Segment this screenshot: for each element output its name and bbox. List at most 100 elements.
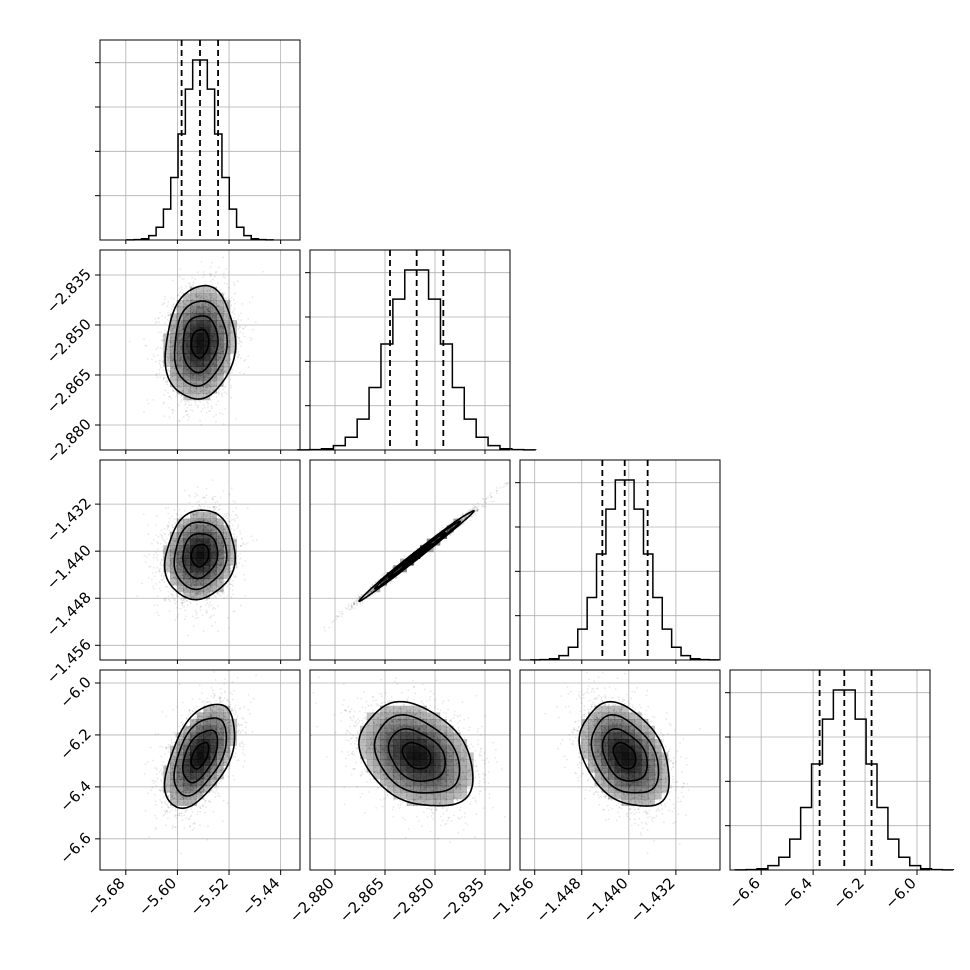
scatter-point [162,539,165,541]
scatter-point [213,368,215,371]
scatter-point [181,277,183,280]
scatter-point [196,593,198,595]
scatter-point [187,580,190,583]
density-cell [223,306,231,314]
scatter-point [221,539,224,541]
scatter-point [195,512,198,514]
scatter-point [249,301,251,304]
scatter-point [184,373,187,376]
scatter-point [186,520,189,523]
density-cell [196,340,204,347]
scatter-point [177,376,179,378]
scatter-point [202,496,205,499]
scatter-point [210,529,213,532]
scatter-point [179,567,182,569]
scatter-point [227,626,230,629]
scatter-point [172,552,175,555]
scatter-point [225,392,228,395]
scatter-point [219,319,222,321]
scatter-point [232,368,234,371]
scatter-point [225,514,228,517]
scatter-point [221,566,224,569]
scatter-point [171,387,174,390]
scatter-point [202,387,205,389]
scatter-point [190,291,192,293]
scatter-point [228,520,231,523]
scatter-point [169,559,172,562]
scatter-point [168,598,170,601]
scatter-point [179,275,181,278]
scatter-point [196,501,199,504]
scatter-point [197,302,200,305]
scatter-point [216,630,219,633]
scatter-point [228,559,230,562]
scatter-point [219,576,222,579]
scatter-point [237,353,240,356]
scatter-point [217,605,219,607]
scatter-point [177,376,180,379]
scatter-point [193,495,196,498]
scatter-point [224,292,226,295]
scatter-point [204,373,207,376]
scatter-point [189,591,192,594]
scatter-point [217,370,220,373]
density-cell [183,346,191,354]
scatter-point [222,256,225,259]
scatter-point [215,396,218,398]
scatter-point [183,592,186,594]
scatter-point [173,327,176,329]
scatter-point [183,316,186,319]
scatter-point [247,366,250,369]
scatter-point [239,326,242,328]
scatter-point [224,577,227,579]
scatter-point [166,380,169,383]
scatter-point [163,302,166,305]
scatter-point [180,529,183,531]
scatter-point [228,321,231,324]
scatter-point [155,360,158,363]
scatter-point [192,309,195,312]
scatter-point [210,297,213,300]
scatter-point [159,562,162,565]
scatter-point [228,346,231,349]
scatter-point [217,578,220,581]
scatter-point [181,329,183,331]
scatter-point [184,400,187,403]
scatter-point [191,311,194,313]
scatter-point [187,318,189,320]
scatter-point [171,408,174,411]
scatter-point [162,401,165,404]
scatter-point [204,588,207,591]
scatter-point [217,523,220,526]
scatter-point [202,496,204,499]
scatter-point [228,340,231,342]
scatter-point [185,314,188,316]
scatter-point [223,371,226,373]
scatter-point [193,529,196,531]
scatter-point [180,569,183,572]
scatter-point [228,300,231,303]
scatter-point [205,594,208,596]
scatter-point [242,543,244,546]
scatter-point [159,347,162,349]
scatter-point [234,575,237,577]
scatter-point [209,391,212,393]
scatter-point [203,519,206,522]
scatter-point [211,574,214,577]
scatter-point [182,391,185,394]
scatter-point [184,384,187,387]
scatter-point [232,593,235,596]
scatter-point [206,589,209,591]
scatter-point [225,574,227,577]
scatter-point [189,391,192,393]
scatter-point [226,315,229,318]
scatter-point [228,537,231,540]
scatter-point [210,579,213,581]
scatter-point [158,570,161,572]
scatter-point [200,519,203,521]
scatter-point [187,392,190,395]
scatter-point [231,524,234,527]
scatter-point [218,536,221,539]
scatter-point [198,590,201,593]
scatter-point [226,544,229,546]
